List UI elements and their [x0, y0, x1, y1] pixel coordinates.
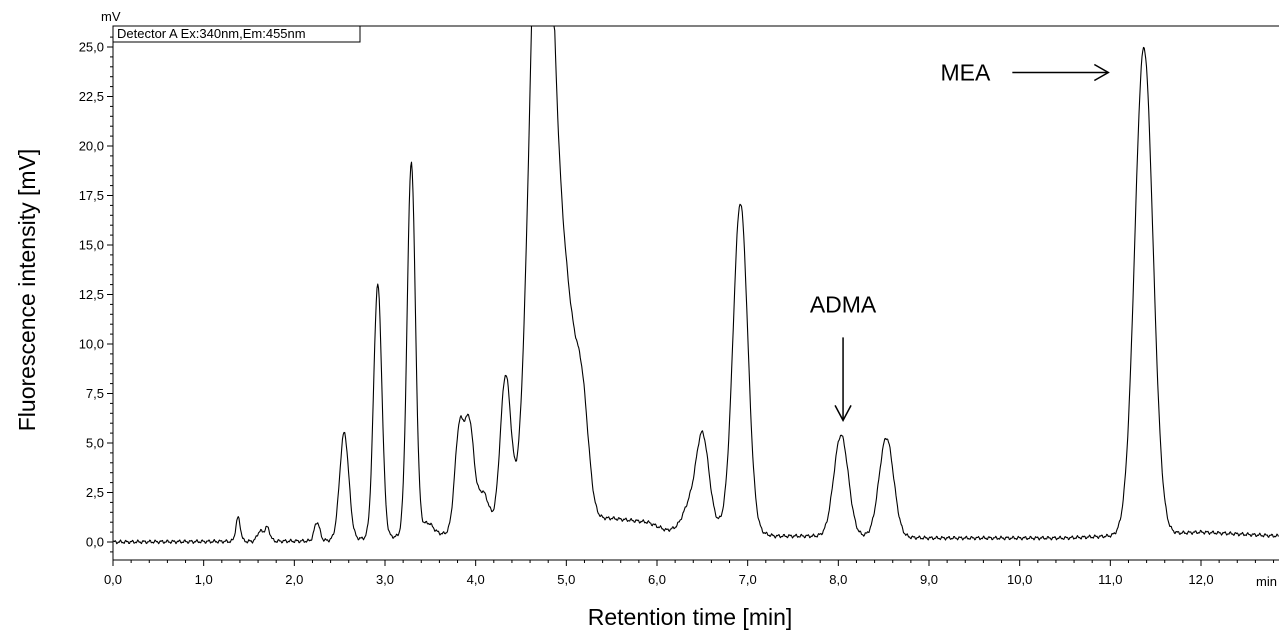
y-tick-label: 15,0	[79, 238, 104, 253]
y-tick-label: 0,0	[86, 535, 104, 550]
legend-box	[112, 25, 361, 43]
x-tick-label: 1,0	[195, 572, 213, 587]
legend: Detector A Ex:340nm,Em:455nm	[112, 25, 361, 43]
x-tick-label: 11,0	[1098, 572, 1122, 587]
y-tick-label: 12,5	[79, 287, 104, 302]
x-tick-label: 2,0	[285, 572, 303, 587]
x-unit-label: min	[1256, 574, 1277, 589]
y-tick-label: 2,5	[86, 485, 104, 500]
y-axis-ticks: 0,0 2,5 5,0 7,5 10,0 12,5 15,0 17,5 20,0 22,5 25,0	[79, 36, 113, 553]
y-tick-label: 20,0	[79, 139, 104, 154]
mea-arrow-head	[1093, 63, 1110, 82]
plot-frame	[112, 25, 1279, 561]
x-tick-label: 0,0	[104, 572, 122, 587]
x-tick-label: 5,0	[557, 572, 575, 587]
y-tick-label: 7,5	[86, 386, 104, 401]
y-unit-label: mV	[101, 9, 121, 24]
adma-label: ADMA	[810, 291, 877, 317]
y-tick-label: 22,5	[79, 89, 104, 104]
annotations: MEA ADMA	[810, 60, 1110, 422]
x-axis-ticks: 0,0 1,0 2,0 3,0 4,0 5,0 6,0 7,0 8,0 9,0 10,0 11,0 12…	[104, 560, 1275, 587]
y-tick-label: 5,0	[86, 436, 104, 451]
x-tick-label: 7,0	[739, 572, 757, 587]
y-tick-label: 25,0	[79, 40, 104, 55]
x-tick-label: 12,0	[1188, 572, 1213, 587]
mea-label: MEA	[940, 60, 991, 86]
y-tick-label: 10,0	[79, 337, 104, 352]
x-tick-label: 4,0	[467, 572, 485, 587]
x-tick-label: 9,0	[920, 572, 938, 587]
chromatogram-trace	[112, 25, 1279, 545]
adma-arrow-head	[834, 405, 852, 422]
y-axis-title: Fluorescence intensity [mV]	[14, 149, 40, 432]
x-axis-title: Retention time [min]	[588, 604, 793, 630]
legend-label: Detector A Ex:340nm,Em:455nm	[117, 26, 306, 41]
y-tick-label: 17,5	[79, 188, 104, 203]
x-tick-label: 3,0	[376, 572, 394, 587]
chromatogram-trace-group	[112, 25, 1279, 545]
x-tick-label: 6,0	[648, 572, 666, 587]
x-tick-label: 10,0	[1007, 572, 1032, 587]
x-tick-label: 8,0	[829, 572, 847, 587]
